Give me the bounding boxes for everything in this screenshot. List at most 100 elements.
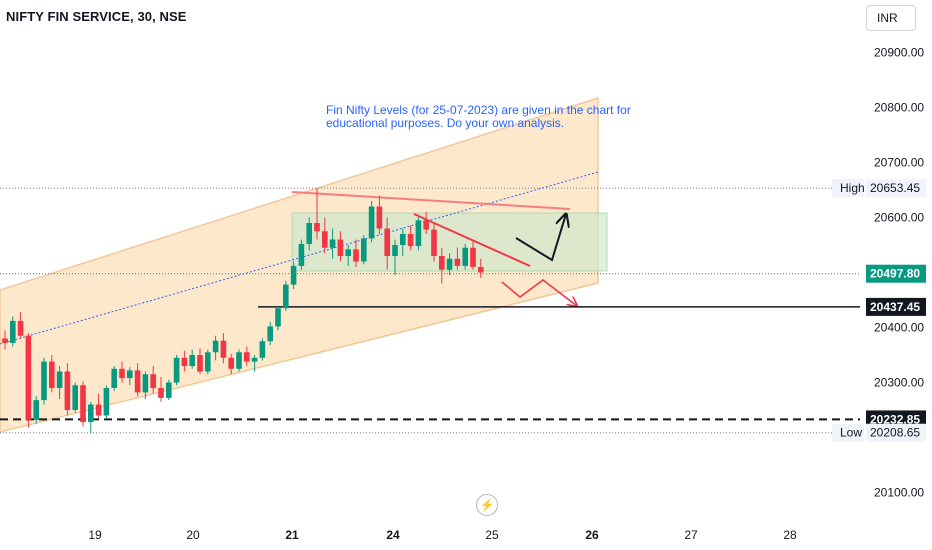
price-tick-label: 20300.00: [874, 376, 924, 390]
candle-body: [376, 206, 383, 229]
candle-body: [212, 340, 219, 353]
time-tick-label: 20: [186, 528, 200, 542]
candle-body: [88, 404, 94, 423]
candle-body: [119, 368, 125, 379]
candle-series: [2, 188, 484, 434]
candle-body: [166, 382, 172, 398]
candle-body: [361, 238, 367, 262]
candle-body: [478, 267, 484, 273]
candle-body: [158, 388, 164, 398]
price-labels: 20653.45 High 20497.80 20437.45 20232.852020…: [832, 179, 926, 442]
candle-body: [150, 374, 156, 388]
candle-body: [267, 326, 273, 342]
time-tick-label: 25: [485, 528, 499, 542]
lightning-icon[interactable]: ⚡: [476, 494, 498, 516]
time-tick-label: 21: [285, 528, 299, 542]
candle-body: [205, 352, 211, 372]
candle-body: [462, 247, 468, 266]
bullish-path-arrow: [515, 214, 566, 262]
currency-selector[interactable]: INR: [866, 5, 916, 31]
candle-body: [142, 374, 149, 393]
candle-body: [353, 249, 359, 262]
candle-body: [275, 308, 281, 327]
candle-body: [298, 243, 305, 266]
candle-body: [228, 357, 234, 369]
time-axis[interactable]: 19 20 21 24 25 26 27 28: [88, 528, 797, 542]
candle-body: [439, 256, 445, 270]
candle-body: [446, 258, 453, 270]
candle-body: [220, 340, 227, 358]
candle-body: [345, 249, 351, 256]
bearish-path-arrow: [501, 279, 577, 306]
time-tick-label: 26: [585, 528, 599, 542]
candle-body: [25, 335, 32, 420]
price-label-value: 20497.80: [870, 267, 920, 281]
chart-title: NIFTY FIN SERVICE, 30, NSE: [6, 9, 187, 24]
candle-body: [41, 361, 47, 401]
candle-body: [236, 352, 242, 369]
trendline-down: [413, 213, 531, 267]
candle-body: [127, 370, 133, 379]
candle-body: [329, 239, 336, 248]
candle-body: [134, 370, 141, 393]
candle-body: [290, 265, 297, 285]
candle-body: [384, 228, 390, 256]
price-tick-label: 20100.00: [874, 486, 924, 500]
candle-body: [103, 388, 110, 416]
price-label-value: 20232.85: [870, 412, 920, 426]
candle-body: [431, 229, 437, 256]
candle-body: [197, 355, 203, 372]
candle-body: [10, 320, 16, 343]
candle-body: [189, 355, 195, 366]
candle-body: [17, 320, 24, 336]
candle-body: [2, 338, 8, 343]
candle-body: [407, 234, 414, 247]
candle-body: [470, 247, 476, 267]
candle-body: [49, 361, 55, 388]
candle-body: [173, 357, 180, 383]
candle-body: [56, 371, 63, 388]
price-label-box: [866, 179, 926, 198]
candle-body: [306, 223, 312, 244]
time-tick-label: 19: [88, 528, 102, 542]
time-tick-label: 27: [684, 528, 698, 542]
price-tick-label: 20800.00: [874, 101, 924, 115]
candle-body: [415, 220, 422, 247]
price-label-name: Low: [840, 426, 862, 440]
analysis-annotation: Fin Nifty Levels (for 25-07-2023) are gi…: [326, 103, 631, 130]
candle-body: [244, 352, 250, 362]
price-axis[interactable]: 20900.00 20800.00 20700.00 20600.00 20400.00…: [874, 46, 924, 500]
candle-body: [181, 357, 188, 366]
candle-body: [400, 234, 406, 245]
price-label-tag: [832, 179, 864, 198]
candle-body: [259, 341, 266, 358]
candle-body: [72, 385, 78, 410]
candle-body: [368, 206, 375, 239]
horizontal-levels: [0, 187, 860, 434]
candle-body: [95, 404, 102, 416]
candle-body: [64, 371, 71, 410]
price-label-tag: [832, 423, 864, 442]
candle-body: [283, 284, 289, 309]
time-tick-label: 28: [783, 528, 797, 542]
price-label-box: [866, 423, 926, 442]
candle-body: [423, 220, 429, 230]
price-label-value: 20653.45: [870, 181, 920, 195]
price-label-box: [866, 297, 926, 316]
candle-body: [337, 239, 344, 256]
time-tick-label: 24: [386, 528, 400, 542]
trendline-top: [291, 191, 571, 210]
price-label-name: High: [840, 181, 865, 195]
price-label-value: 20437.45: [870, 300, 920, 314]
price-tick-label: 20700.00: [874, 156, 924, 170]
price-label-value: 20208.65: [870, 426, 920, 440]
price-label-box: [866, 264, 926, 283]
candle-body: [111, 368, 117, 388]
price-tick-label: 20600.00: [874, 211, 924, 225]
price-tick-label: 20400.00: [874, 321, 924, 335]
candle-body: [454, 258, 461, 266]
candle-body: [314, 223, 320, 232]
candle-body: [322, 231, 328, 248]
candle-body: [80, 385, 86, 423]
